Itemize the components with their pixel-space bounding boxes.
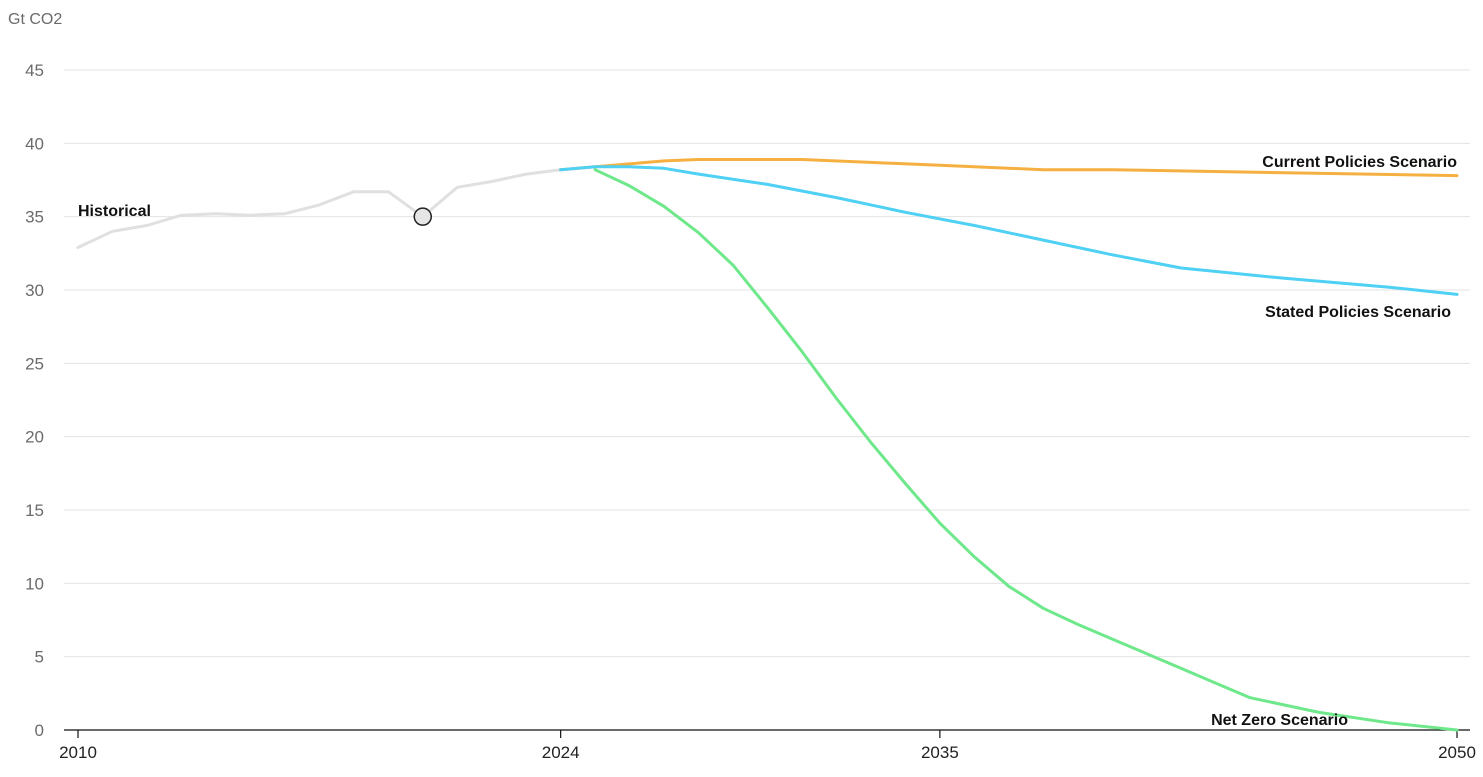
series-line-historical bbox=[76, 168, 563, 249]
x-tick-label: 2024 bbox=[542, 743, 580, 762]
x-axis-ticks: 2010 2024 2035 2050 bbox=[59, 729, 1476, 762]
y-tick-label: 10 bbox=[25, 574, 44, 593]
series-label-stated_policies: Stated Policies Scenario bbox=[1265, 304, 1451, 321]
y-axis-unit-label: Gt CO2 bbox=[8, 11, 62, 28]
y-tick-label: 45 bbox=[25, 61, 44, 80]
y-tick-label: 30 bbox=[25, 281, 44, 300]
x-tick-label: 2010 bbox=[59, 743, 97, 762]
series-line-current_policies bbox=[559, 158, 1459, 178]
y-axis-ticks: 0 5 10 15 20 25 30 35 40 45 bbox=[25, 61, 44, 740]
series-labels: Historical Current Policies Scenario State… bbox=[78, 154, 1457, 729]
series-line-net_zero bbox=[593, 168, 1459, 732]
y-tick-label: 25 bbox=[25, 354, 44, 373]
series-lines bbox=[76, 158, 1459, 732]
series-label-net_zero: Net Zero Scenario bbox=[1211, 712, 1348, 729]
series-line-stated_policies bbox=[559, 165, 1459, 296]
x-tick-label: 2035 bbox=[921, 743, 959, 762]
y-tick-label: 0 bbox=[35, 721, 44, 740]
grid bbox=[64, 69, 1470, 658]
y-tick-label: 5 bbox=[35, 648, 44, 667]
y-tick-label: 40 bbox=[25, 134, 44, 153]
y-tick-label: 20 bbox=[25, 428, 44, 447]
y-tick-label: 35 bbox=[25, 208, 44, 227]
x-tick-label: 2050 bbox=[1438, 743, 1476, 762]
historical-point-marker[interactable] bbox=[413, 207, 432, 226]
highlight-markers[interactable] bbox=[413, 207, 432, 226]
series-label-historical: Historical bbox=[78, 203, 151, 220]
series-label-current_policies: Current Policies Scenario bbox=[1262, 154, 1457, 171]
y-tick-label: 15 bbox=[25, 501, 44, 520]
